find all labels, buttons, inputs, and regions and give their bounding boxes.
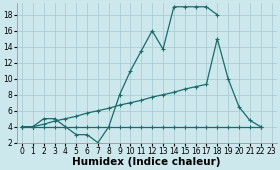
- X-axis label: Humidex (Indice chaleur): Humidex (Indice chaleur): [73, 157, 221, 167]
